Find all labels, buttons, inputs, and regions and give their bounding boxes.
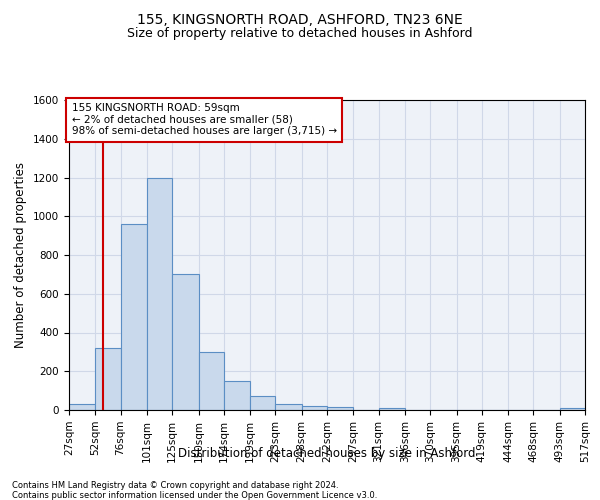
Bar [95, 348, 121, 410]
Bar [224, 381, 250, 410]
Bar [560, 408, 585, 410]
Bar [379, 408, 405, 410]
Text: Size of property relative to detached houses in Ashford: Size of property relative to detached ho… [127, 28, 473, 40]
Bar [69, 404, 95, 410]
Bar [250, 396, 275, 410]
Bar [302, 406, 327, 410]
Bar [121, 224, 147, 410]
Text: Contains public sector information licensed under the Open Government Licence v3: Contains public sector information licen… [12, 491, 377, 500]
Bar [327, 407, 353, 410]
Bar [275, 404, 302, 410]
Text: 155 KINGSNORTH ROAD: 59sqm
← 2% of detached houses are smaller (58)
98% of semi-: 155 KINGSNORTH ROAD: 59sqm ← 2% of detac… [71, 103, 337, 136]
Text: Contains HM Land Registry data © Crown copyright and database right 2024.: Contains HM Land Registry data © Crown c… [12, 481, 338, 490]
Text: 155, KINGSNORTH ROAD, ASHFORD, TN23 6NE: 155, KINGSNORTH ROAD, ASHFORD, TN23 6NE [137, 12, 463, 26]
Text: Distribution of detached houses by size in Ashford: Distribution of detached houses by size … [178, 448, 476, 460]
Y-axis label: Number of detached properties: Number of detached properties [14, 162, 28, 348]
Bar [147, 178, 172, 410]
Bar [172, 274, 199, 410]
Bar [199, 352, 224, 410]
